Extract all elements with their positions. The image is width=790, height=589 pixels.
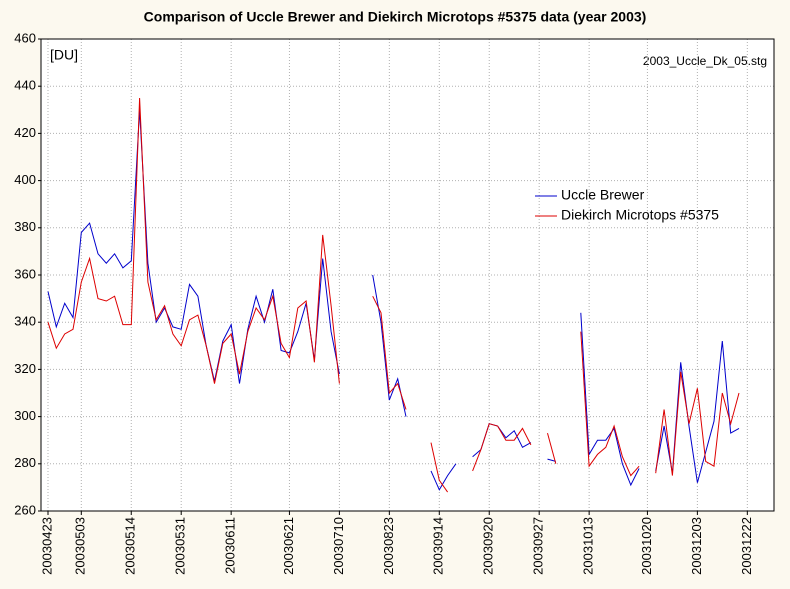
y-tick-label: 300 bbox=[14, 408, 36, 423]
series-line bbox=[47, 109, 740, 491]
x-tick-label: 20030914 bbox=[431, 517, 446, 575]
ticks: 260 280 300 320 340 360 380 400 420 440 460 2003042… bbox=[14, 30, 753, 574]
x-tick-label: 20030621 bbox=[281, 517, 296, 575]
legend-label: Uccle Brewer bbox=[561, 187, 645, 203]
y-tick-label: 280 bbox=[14, 455, 36, 470]
y-tick-label: 340 bbox=[14, 314, 36, 329]
x-tick-label: 20030611 bbox=[223, 517, 238, 574]
x-tick-label: 20030710 bbox=[331, 517, 346, 575]
y-tick-label: 460 bbox=[14, 30, 36, 45]
unit-label: [DU] bbox=[50, 47, 78, 63]
legend-label: Diekirch Microtops #5375 bbox=[561, 207, 719, 223]
x-tick-label: 20030423 bbox=[39, 517, 54, 575]
y-tick-label: 420 bbox=[14, 125, 36, 140]
y-tick-label: 380 bbox=[14, 219, 36, 234]
y-tick-label: 260 bbox=[14, 502, 36, 517]
x-tick-label: 20030920 bbox=[481, 517, 496, 575]
file-label: 2003_Uccle_Dk_05.stg bbox=[643, 54, 767, 68]
y-tick-label: 320 bbox=[14, 361, 36, 376]
x-tick-label: 20030514 bbox=[123, 517, 138, 575]
x-tick-label: 20030503 bbox=[73, 517, 88, 575]
series-line bbox=[47, 97, 740, 493]
y-tick-label: 400 bbox=[14, 172, 36, 187]
x-tick-label: 20030823 bbox=[381, 517, 396, 575]
x-tick-label: 20031013 bbox=[581, 517, 596, 575]
x-tick-label: 20031222 bbox=[739, 517, 754, 575]
y-tick-label: 360 bbox=[14, 266, 36, 281]
x-tick-label: 20030531 bbox=[173, 517, 188, 575]
legend: Uccle Brewer Diekirch Microtops #5375 bbox=[535, 187, 719, 223]
x-tick-label: 20031203 bbox=[689, 517, 704, 575]
x-tick-label: 20030927 bbox=[531, 517, 546, 575]
y-tick-label: 440 bbox=[14, 78, 36, 93]
chart-title: Comparison of Uccle Brewer and Diekirch … bbox=[144, 9, 647, 25]
x-tick-label: 20031020 bbox=[639, 517, 654, 575]
lines bbox=[47, 97, 740, 493]
